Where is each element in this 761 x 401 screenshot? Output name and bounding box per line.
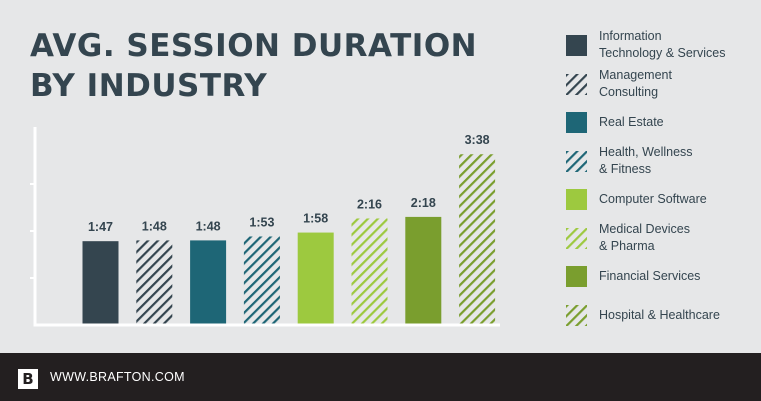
legend-label-line: Real Estate [599, 115, 664, 129]
bar-value-label: 3:38 [465, 133, 490, 147]
legend-label: Computer Software [599, 191, 759, 208]
bar-value-label: 1:58 [303, 212, 328, 226]
legend-item: Computer Software [566, 182, 756, 218]
legend-label-line: Consulting [599, 84, 659, 99]
bar-value-label: 1:48 [142, 219, 167, 233]
legend-label: Management Consulting [599, 67, 759, 101]
legend-item: Financial Services [566, 259, 756, 295]
bar-value-label: 2:16 [357, 197, 382, 211]
bar-4 [243, 236, 280, 324]
legend-label-line: Information [599, 29, 662, 43]
legend-swatch-fill [566, 35, 587, 56]
legend-swatch-fill [566, 150, 587, 172]
bar-8 [459, 154, 496, 324]
legend-item: Information Technology & Services [566, 28, 756, 64]
bar-2 [136, 240, 173, 324]
legend-label-line: Medical Devices [599, 221, 691, 236]
legend-swatch-fill [566, 266, 587, 287]
legend-label-line: Financial Services [599, 269, 701, 283]
bar-3 [190, 240, 227, 324]
legend-item: Real Estate [566, 105, 756, 141]
website-url: WWW.BRAFTON.COM [50, 370, 185, 384]
bar-value-label: 2:18 [411, 196, 436, 210]
bar-value-label: 1:48 [196, 219, 221, 233]
legend-swatch [566, 73, 587, 95]
legend-label-line: Computer Software [599, 192, 707, 206]
legend-item: Management Consulting [566, 67, 756, 103]
legend-swatch-fill [566, 227, 587, 249]
legend-swatch-fill [566, 112, 587, 133]
legend-label: Financial Services [599, 268, 759, 285]
legend-label: Health, Wellness & Fitness [599, 144, 759, 178]
legend-label-line: Health, Wellness [599, 144, 693, 159]
chart-title-line-1: AVG. SESSION DURATION [30, 28, 478, 64]
legend-swatch-fill [566, 304, 587, 326]
bar-value-label: 1:53 [249, 215, 274, 229]
legend-item: Health, Wellness & Fitness [566, 144, 756, 180]
bar-1 [82, 241, 119, 324]
legend-label: Medical Devices & Pharma [599, 221, 759, 255]
legend-swatch [566, 150, 587, 172]
legend-swatch-fill [566, 73, 587, 95]
brafton-logo-icon: B [18, 369, 38, 389]
legend-label-line: Technology & Services [599, 46, 726, 60]
legend-label: Hospital & Healthcare [599, 307, 759, 324]
legend-label-line: Hospital & Healthcare [599, 307, 720, 322]
chart-title: AVG. SESSION DURATION BY INDUSTRY [30, 26, 477, 106]
legend-swatch [566, 227, 587, 249]
legend-swatch [566, 35, 587, 56]
legend-swatch [566, 112, 587, 133]
bar-chart: 1:47 1:48 1:48 1:53 1:58 2:16 2:18 3:38 [30, 127, 500, 327]
legend-swatch [566, 304, 587, 326]
legend-item: Medical Devices & Pharma [566, 221, 756, 257]
legend-label: Information Technology & Services [599, 28, 759, 62]
legend-label: Real Estate [599, 114, 759, 131]
bar-value-label: 1:47 [88, 220, 113, 234]
legend-label-line: & Fitness [599, 161, 652, 176]
legend-swatch [566, 266, 587, 287]
legend-label-line: & Pharma [599, 238, 655, 253]
chart-title-line-2: BY INDUSTRY [30, 68, 268, 104]
legend-label-line: Management [599, 67, 672, 82]
bar-5 [297, 232, 334, 324]
legend-swatch-fill [566, 189, 587, 210]
chart-legend: Information Technology & Services Manageme… [566, 28, 761, 338]
bar-6 [351, 218, 388, 324]
bar-7 [405, 216, 442, 324]
legend-item: Hospital & Healthcare [566, 298, 756, 334]
legend-swatch [566, 189, 587, 210]
footer-bar: B WWW.BRAFTON.COM [0, 353, 761, 401]
